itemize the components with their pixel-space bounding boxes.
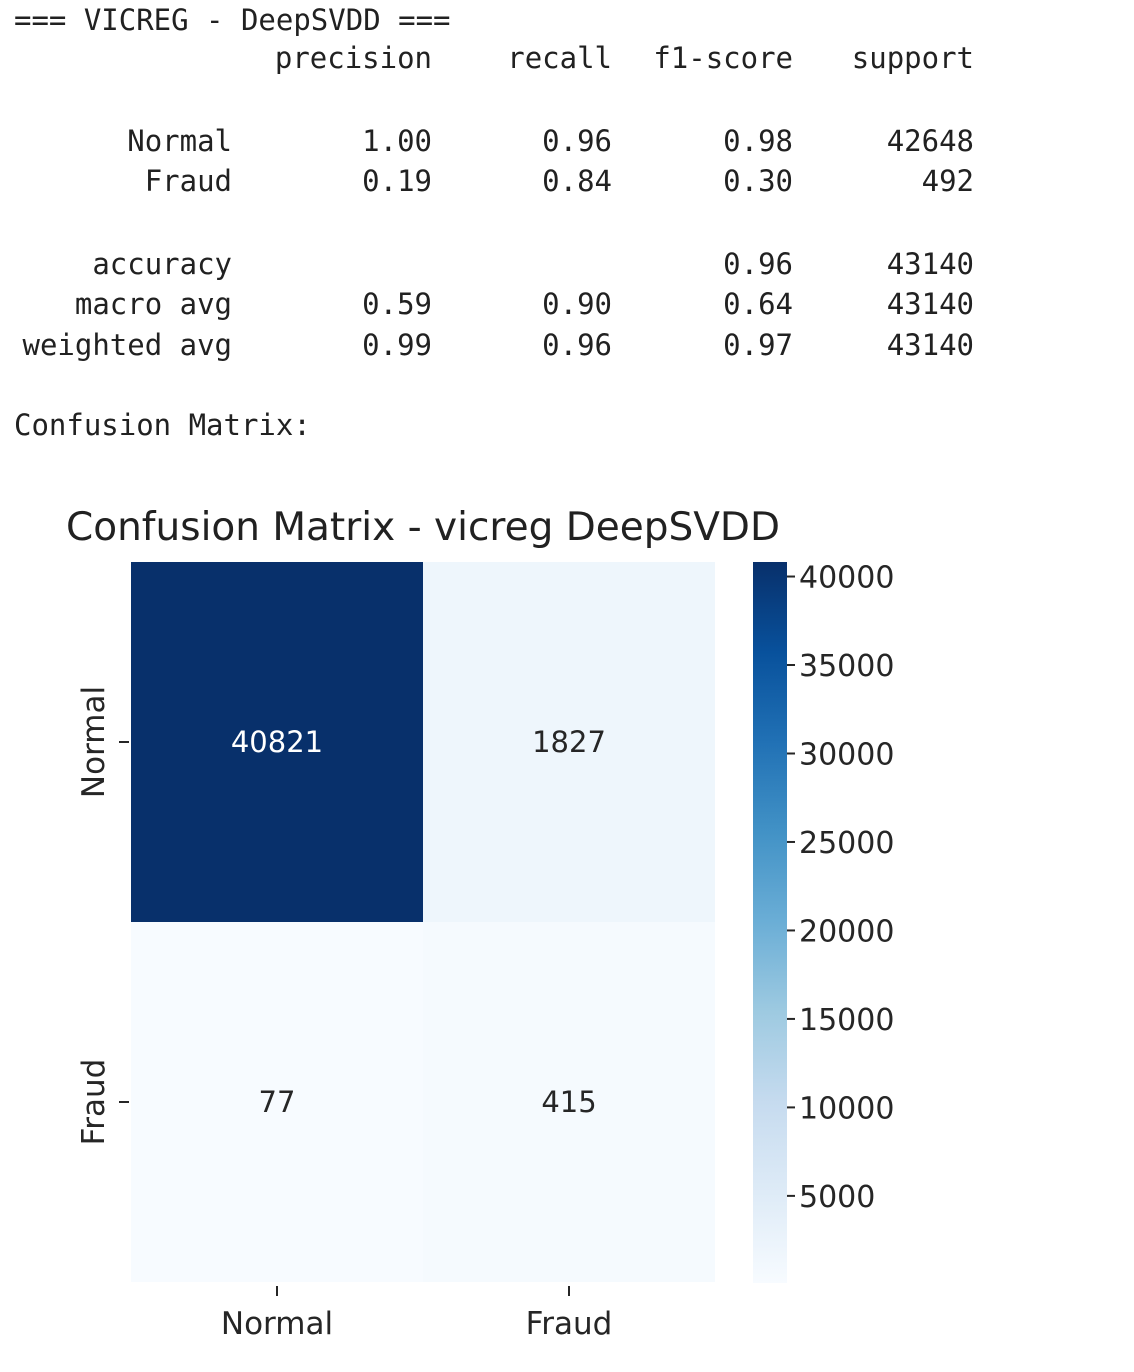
x-tick-label: Normal <box>221 1306 333 1342</box>
cell-f1: 0.98 <box>723 124 793 158</box>
cell-support: 492 <box>921 164 974 198</box>
row-label: Fraud <box>144 164 232 198</box>
colorbar-tick-label: 20000 <box>799 914 894 949</box>
confusion-matrix-caption: Confusion Matrix: <box>14 408 311 442</box>
cell-recall: 0.96 <box>542 328 612 362</box>
colorbar-tick-label: 5000 <box>799 1180 875 1215</box>
heatmap-cell <box>423 562 715 922</box>
cell-f1: 0.30 <box>723 164 793 198</box>
col-header-f1-score: f1-score <box>653 41 793 75</box>
report-header: === VICREG - DeepSVDD === <box>14 3 451 37</box>
colorbar-tick-label: 30000 <box>799 737 894 772</box>
y-tick-label: Normal <box>76 686 112 798</box>
cell-support: 43140 <box>886 247 974 281</box>
cell-f1: 0.96 <box>723 247 793 281</box>
heatmap-cell <box>131 922 423 1282</box>
cell-recall: 0.84 <box>542 164 612 198</box>
row-label: accuracy <box>92 247 232 281</box>
colorbar-tick-label: 15000 <box>799 1003 894 1038</box>
chart-title: Confusion Matrix - vicreg DeepSVDD <box>66 505 780 550</box>
col-header-recall: recall <box>507 41 612 75</box>
cell-support: 42648 <box>886 124 974 158</box>
cell-f1: 0.97 <box>723 328 793 362</box>
colorbar-tick-label: 10000 <box>799 1091 894 1126</box>
row-label: weighted avg <box>22 328 232 362</box>
cell-precision: 0.59 <box>362 287 432 321</box>
x-tick-label: Fraud <box>526 1306 613 1342</box>
cell-precision: 1.00 <box>362 124 432 158</box>
col-header-support: support <box>851 41 974 75</box>
cell-recall: 0.96 <box>542 124 612 158</box>
cell-recall: 0.90 <box>542 287 612 321</box>
colorbar-tick-label: 35000 <box>799 649 894 684</box>
heatmap-cell <box>423 922 715 1282</box>
cell-precision: 0.99 <box>362 328 432 362</box>
y-tick-label: Fraud <box>76 1059 112 1146</box>
colorbar-tick-label: 40000 <box>799 561 894 596</box>
colorbar <box>753 562 787 1283</box>
colorbar-tick-label: 25000 <box>799 826 894 861</box>
cell-value-label: 40821 <box>231 725 323 759</box>
cell-f1: 0.64 <box>723 287 793 321</box>
cell-precision: 0.19 <box>362 164 432 198</box>
cell-value-label: 415 <box>541 1085 596 1119</box>
row-label: Normal <box>127 124 232 158</box>
cell-value-label: 77 <box>259 1085 296 1119</box>
heatmap-cell <box>131 562 423 922</box>
col-header-precision: precision <box>274 41 432 75</box>
cell-value-label: 1827 <box>532 725 606 759</box>
cell-support: 43140 <box>886 287 974 321</box>
cell-support: 43140 <box>886 328 974 362</box>
row-label: macro avg <box>74 287 232 321</box>
